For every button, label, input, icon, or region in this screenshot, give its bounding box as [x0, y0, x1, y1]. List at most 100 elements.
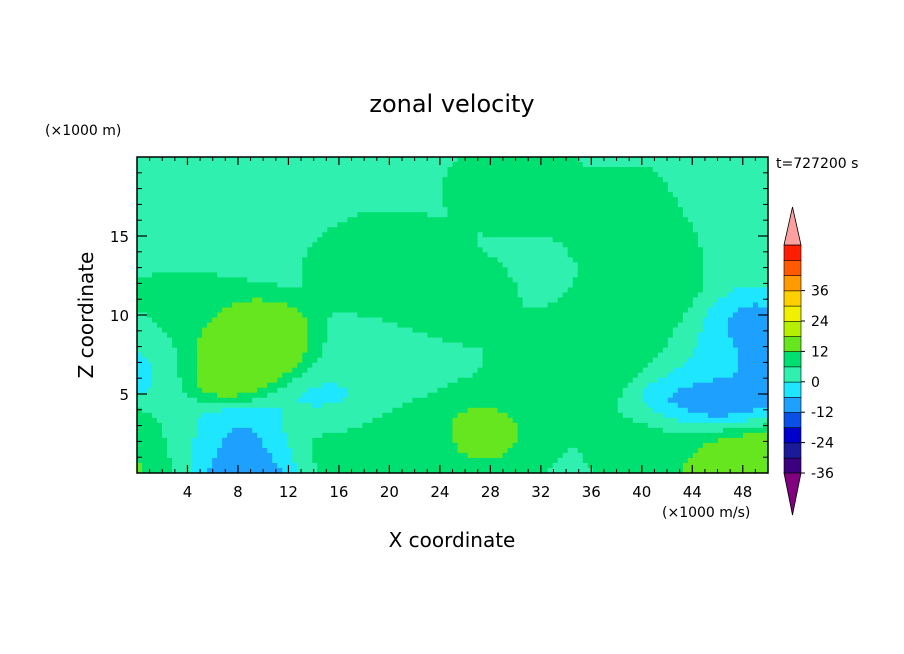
- contour-cell: [187, 177, 193, 183]
- contour-cell: [227, 172, 233, 178]
- contour-cell: [612, 162, 619, 168]
- contour-cell: [372, 277, 378, 283]
- contour-cell: [477, 312, 484, 319]
- contour-cell: [172, 297, 178, 304]
- contour-cell: [677, 252, 684, 258]
- contour-cell: [302, 282, 308, 289]
- contour-cell: [627, 267, 634, 273]
- contour-cell: [267, 242, 273, 248]
- contour-cell: [357, 307, 363, 314]
- contour-cell: [337, 262, 343, 268]
- contour-cell: [612, 277, 619, 283]
- contour-cell: [452, 262, 459, 268]
- contour-cell: [642, 197, 649, 203]
- contour-cell: [272, 282, 278, 289]
- contour-cell: [637, 317, 644, 324]
- contour-cell: [507, 247, 514, 253]
- contour-cell: [632, 172, 639, 178]
- contour-cell: [207, 322, 213, 329]
- contour-cell: [352, 187, 358, 193]
- contour-cell: [642, 167, 649, 173]
- contour-cell: [742, 287, 749, 294]
- contour-cell: [322, 177, 328, 183]
- contour-cell: [242, 337, 248, 344]
- contour-cell: [707, 162, 714, 168]
- contour-cell: [322, 187, 328, 193]
- contour-cell: [747, 342, 754, 349]
- contour-cell: [612, 197, 619, 203]
- contour-cell: [712, 327, 719, 334]
- contour-cell: [287, 172, 293, 178]
- contour-cell: [637, 257, 644, 263]
- contour-cell: [702, 257, 709, 263]
- contour-cell: [762, 242, 768, 248]
- contour-cell: [572, 232, 579, 238]
- contour-cell: [302, 297, 308, 304]
- contour-cell: [247, 192, 253, 198]
- contour-cell: [717, 327, 724, 334]
- contour-cell: [642, 262, 649, 268]
- contour-cell: [712, 227, 719, 233]
- contour-cell: [262, 342, 268, 349]
- contour-cell: [487, 257, 494, 263]
- contour-cell: [307, 197, 313, 203]
- contour-cell: [392, 352, 399, 359]
- contour-cell: [442, 237, 449, 243]
- contour-cell: [567, 337, 574, 344]
- contour-cell: [662, 202, 669, 208]
- contour-cell: [582, 307, 589, 314]
- contour-cell: [452, 157, 459, 163]
- contour-cell: [522, 347, 529, 354]
- contour-cell: [162, 192, 168, 198]
- contour-cell: [502, 297, 509, 304]
- contour-cell: [472, 287, 479, 294]
- contour-cell: [572, 212, 579, 218]
- contour-cell: [722, 347, 729, 354]
- contour-cell: [627, 292, 634, 299]
- contour-cell: [547, 222, 554, 228]
- contour-cell: [717, 232, 724, 238]
- contour-cell: [302, 187, 308, 193]
- contour-cell: [327, 257, 333, 263]
- contour-cell: [692, 202, 699, 208]
- contour-cell: [642, 207, 649, 213]
- contour-cell: [367, 217, 373, 223]
- contour-cell: [237, 177, 243, 183]
- contour-cell: [737, 287, 744, 294]
- contour-cell: [412, 207, 419, 213]
- contour-cell: [202, 337, 208, 344]
- contour-cell: [252, 282, 258, 289]
- contour-cell: [377, 312, 383, 319]
- contour-cell: [432, 217, 439, 223]
- contour-cell: [502, 292, 509, 299]
- contour-cell: [582, 297, 589, 304]
- contour-cell: [762, 182, 768, 188]
- contour-cell: [532, 252, 539, 258]
- contour-cell: [682, 197, 689, 203]
- contour-cell: [382, 262, 388, 268]
- contour-cell: [227, 332, 233, 339]
- contour-cell: [392, 312, 399, 319]
- contour-cell: [197, 342, 203, 349]
- contour-cell: [612, 292, 619, 299]
- contour-cell: [177, 242, 183, 248]
- contour-cell: [262, 312, 268, 319]
- contour-cell: [477, 347, 484, 354]
- contour-cell: [422, 292, 429, 299]
- contour-cell: [322, 207, 328, 213]
- contour-cell: [717, 342, 724, 349]
- contour-cell: [712, 272, 719, 278]
- contour-cell: [327, 352, 333, 359]
- contour-cell: [177, 322, 183, 329]
- contour-cell: [157, 342, 163, 349]
- contour-cell: [757, 252, 764, 258]
- contour-cell: [247, 182, 253, 188]
- contour-cell: [447, 302, 454, 309]
- contour-cell: [562, 222, 569, 228]
- contour-cell: [592, 287, 599, 294]
- contour-cell: [382, 242, 388, 248]
- contour-cell: [177, 347, 183, 354]
- contour-cell: [547, 272, 554, 278]
- contour-cell: [457, 302, 464, 309]
- contour-cell: [422, 277, 429, 283]
